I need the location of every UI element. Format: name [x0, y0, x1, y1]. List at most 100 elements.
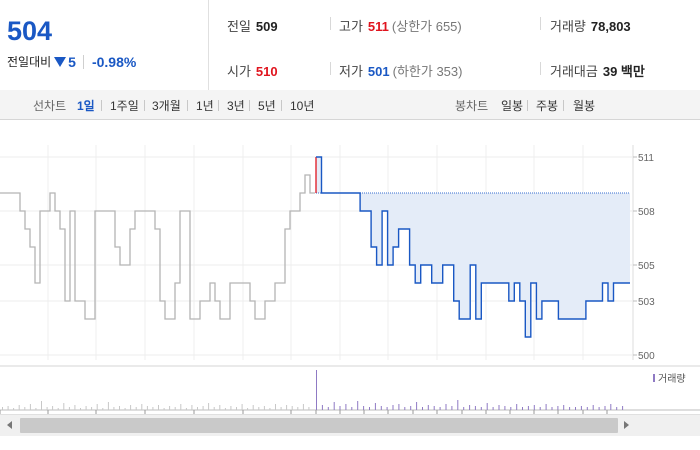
today-volume-bar: [433, 406, 435, 410]
today-volume-bar: [557, 406, 559, 410]
previous-day-volume-bar: [263, 406, 265, 410]
today-volume-bar: [357, 401, 359, 410]
price-box: 504 전일대비 5 -0.98%: [0, 0, 209, 90]
low-value: 501: [367, 64, 390, 79]
tab-monthly-candle[interactable]: 월봉: [573, 99, 596, 113]
scroll-thumb[interactable]: [20, 418, 618, 433]
y-tick-label: 508: [638, 207, 655, 218]
today-volume-bar: [480, 407, 482, 410]
today-volume-bar: [616, 407, 618, 410]
today-volume-bar: [427, 405, 429, 410]
today-volume-bar: [474, 406, 476, 410]
high-price: 고가 511 (상한가 655): [339, 16, 462, 35]
divider: [563, 100, 564, 111]
previous-day-volume-bar: [213, 407, 215, 410]
candle-chart-label: 봉차트: [455, 99, 489, 113]
today-volume-bar: [533, 405, 535, 410]
today-volume-bar: [604, 406, 606, 410]
open-value: 510: [255, 64, 278, 79]
today-volume-bar: [316, 370, 317, 410]
previous-day-volume-bar: [85, 406, 87, 410]
y-tick-label: 505: [638, 261, 655, 272]
previous-day-volume-bar: [52, 406, 54, 410]
scroll-right-icon[interactable]: [624, 421, 629, 429]
previous-day-volume-bar: [141, 404, 143, 410]
today-volume-bar: [398, 404, 400, 410]
today-volume-bar: [492, 407, 494, 410]
previous-day-volume-bar: [230, 406, 232, 410]
today-volume-bar: [504, 406, 506, 410]
divider: [218, 100, 219, 111]
today-volume-bar: [510, 407, 512, 410]
divider: [144, 100, 145, 111]
tab-3-months[interactable]: 3개월: [152, 99, 181, 113]
quote-summary: 504 전일대비 5 -0.98% 전일 509 고가 511 (상한가 655) 거…: [0, 0, 700, 91]
today-volume-bar: [416, 402, 418, 410]
tab-3-years[interactable]: 3년: [227, 99, 245, 113]
today-volume-bar: [451, 406, 453, 410]
down-arrow-icon: [54, 56, 67, 67]
prev-close-value: 509: [255, 19, 278, 34]
tab-5-years[interactable]: 5년: [258, 99, 276, 113]
previous-day-volume-bar: [236, 407, 237, 410]
amount-label: 거래대금: [550, 64, 598, 79]
tab-1-week[interactable]: 1주일: [110, 99, 139, 113]
lower-limit: (하한가 353): [392, 64, 463, 79]
previous-day-volume-bar: [13, 408, 15, 410]
previous-day-volume-bar: [135, 407, 137, 410]
previous-day-volume-bar: [35, 408, 37, 410]
today-volume-bar: [575, 407, 576, 410]
today-volume-bar: [386, 407, 388, 410]
today-volume-bar: [498, 405, 500, 410]
previous-day-volume-bar: [280, 407, 282, 410]
previous-day-volume-bar: [74, 405, 76, 410]
previous-day-volume-bar: [180, 404, 182, 410]
divider: [249, 100, 250, 111]
divider: [101, 100, 102, 111]
previous-day-volume-bar: [247, 408, 249, 410]
area-fill: [316, 157, 630, 337]
tab-10-years[interactable]: 10년: [290, 99, 315, 113]
trade-amount: 거래대금 39 백만: [550, 61, 645, 80]
chart-period-tabs: 선차트 1일 1주일 3개월 1년 3년 5년 10년 봉차트 일봉 주봉 월봉: [0, 90, 700, 120]
previous-day-volume-bar: [130, 405, 132, 410]
today-volume-bar: [333, 402, 335, 410]
today-volume-bar: [363, 406, 365, 410]
tab-daily-candle[interactable]: 일봉: [501, 99, 524, 113]
today-volume-bar: [374, 403, 376, 410]
today-volume-bar: [351, 407, 353, 410]
today-price-line: [316, 156, 630, 338]
previous-day-volume-bar: [152, 407, 154, 410]
today-volume-bar: [327, 407, 329, 410]
tab-1-day[interactable]: 1일: [77, 99, 95, 113]
today-volume-bar: [545, 404, 547, 410]
open-price: 시가 510: [227, 61, 278, 80]
current-price: 504: [7, 16, 53, 46]
previous-day-volume-bar: [107, 402, 109, 410]
today-volume-bar: [410, 406, 412, 410]
previous-day-volume-bar: [158, 405, 159, 410]
previous-day-volume-bar: [308, 407, 310, 410]
tab-1-year[interactable]: 1년: [196, 99, 214, 113]
previous-day-volume-bar: [202, 406, 204, 410]
today-volume-bar: [592, 405, 594, 410]
previous-day-volume-bar: [80, 408, 81, 410]
today-volume-bar: [580, 406, 582, 410]
today-volume-bar: [439, 407, 441, 410]
volume-panel: 거래량: [0, 365, 700, 414]
previous-day-volume-bar: [252, 405, 254, 410]
today-volume-bar: [445, 404, 447, 410]
volume-label: 거래량: [550, 19, 586, 34]
previous-day-volume-bar: [174, 407, 176, 410]
chart-scrollbar[interactable]: [0, 414, 700, 436]
tab-weekly-candle[interactable]: 주봉: [536, 99, 559, 113]
today-volume-bar: [321, 405, 323, 410]
volume: 거래량 78,803: [550, 16, 631, 35]
y-tick-label: 503: [638, 297, 655, 308]
previous-day-volume-bar: [219, 405, 221, 410]
previous-day-volume-bar: [24, 407, 26, 410]
today-volume-bar: [339, 406, 341, 410]
low-price: 저가 501 (하한가 353): [339, 61, 462, 80]
scroll-left-icon[interactable]: [7, 421, 12, 429]
divider: [281, 100, 282, 111]
